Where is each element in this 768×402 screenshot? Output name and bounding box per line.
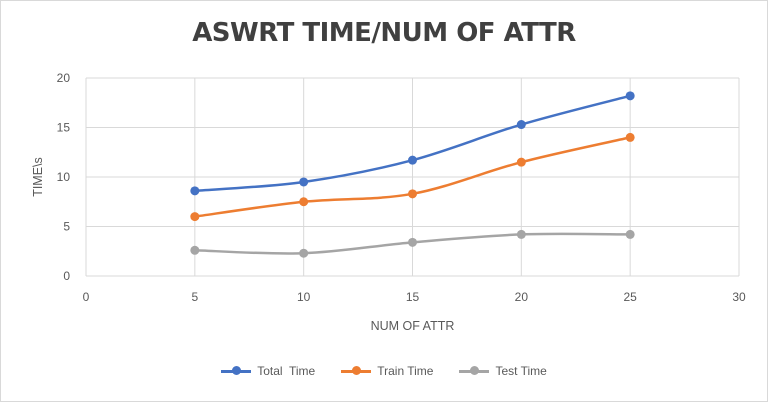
data-point-train-time	[516, 157, 526, 167]
legend-swatch-test-time	[459, 366, 490, 376]
x-tick-label: 10	[297, 290, 311, 304]
y-tick-label: 5	[63, 220, 70, 234]
x-tick-label: 15	[406, 290, 420, 304]
data-point-total-time	[516, 120, 526, 130]
data-point-train-time	[299, 197, 309, 207]
chart-title: ASWRT TIME/NUM OF ATTR	[192, 18, 576, 48]
data-point-total-time	[408, 155, 417, 165]
y-tick-label: 10	[57, 170, 71, 184]
legend-item-train-time: Train Time	[341, 364, 433, 378]
chart-legend: Total Time Train Time Test Time	[0, 364, 768, 378]
data-point-train-time	[190, 212, 200, 222]
legend-item-test-time: Test Time	[459, 364, 547, 378]
x-axis-title: NUM OF ATTR	[371, 319, 455, 333]
data-point-total-time	[625, 91, 635, 101]
data-point-test-time	[408, 237, 417, 247]
data-point-train-time	[408, 189, 417, 199]
x-tick-label: 25	[623, 290, 637, 304]
data-point-test-time	[625, 229, 635, 239]
y-axis-title: TIME\s	[31, 157, 45, 197]
legend-swatch-train-time	[341, 366, 372, 376]
legend-swatch-total-time	[221, 366, 252, 376]
y-tick-label: 0	[63, 269, 70, 283]
data-point-test-time	[516, 229, 526, 239]
data-point-total-time	[190, 186, 200, 196]
legend-label-total-time: Total Time	[257, 364, 316, 378]
y-tick-label: 15	[57, 121, 71, 135]
data-point-train-time	[625, 132, 635, 142]
legend-label-train-time: Train Time	[377, 364, 434, 378]
data-point-test-time	[190, 245, 200, 255]
legend-item-total-time: Total Time	[221, 364, 315, 378]
legend-label-test-time: Test Time	[495, 364, 547, 378]
x-tick-label: 30	[732, 290, 746, 304]
x-tick-label: 20	[515, 290, 529, 304]
x-tick-label: 5	[191, 290, 198, 304]
data-point-total-time	[299, 177, 309, 187]
y-tick-label: 20	[57, 71, 71, 85]
data-point-test-time	[299, 248, 309, 258]
x-tick-label: 0	[83, 290, 90, 304]
